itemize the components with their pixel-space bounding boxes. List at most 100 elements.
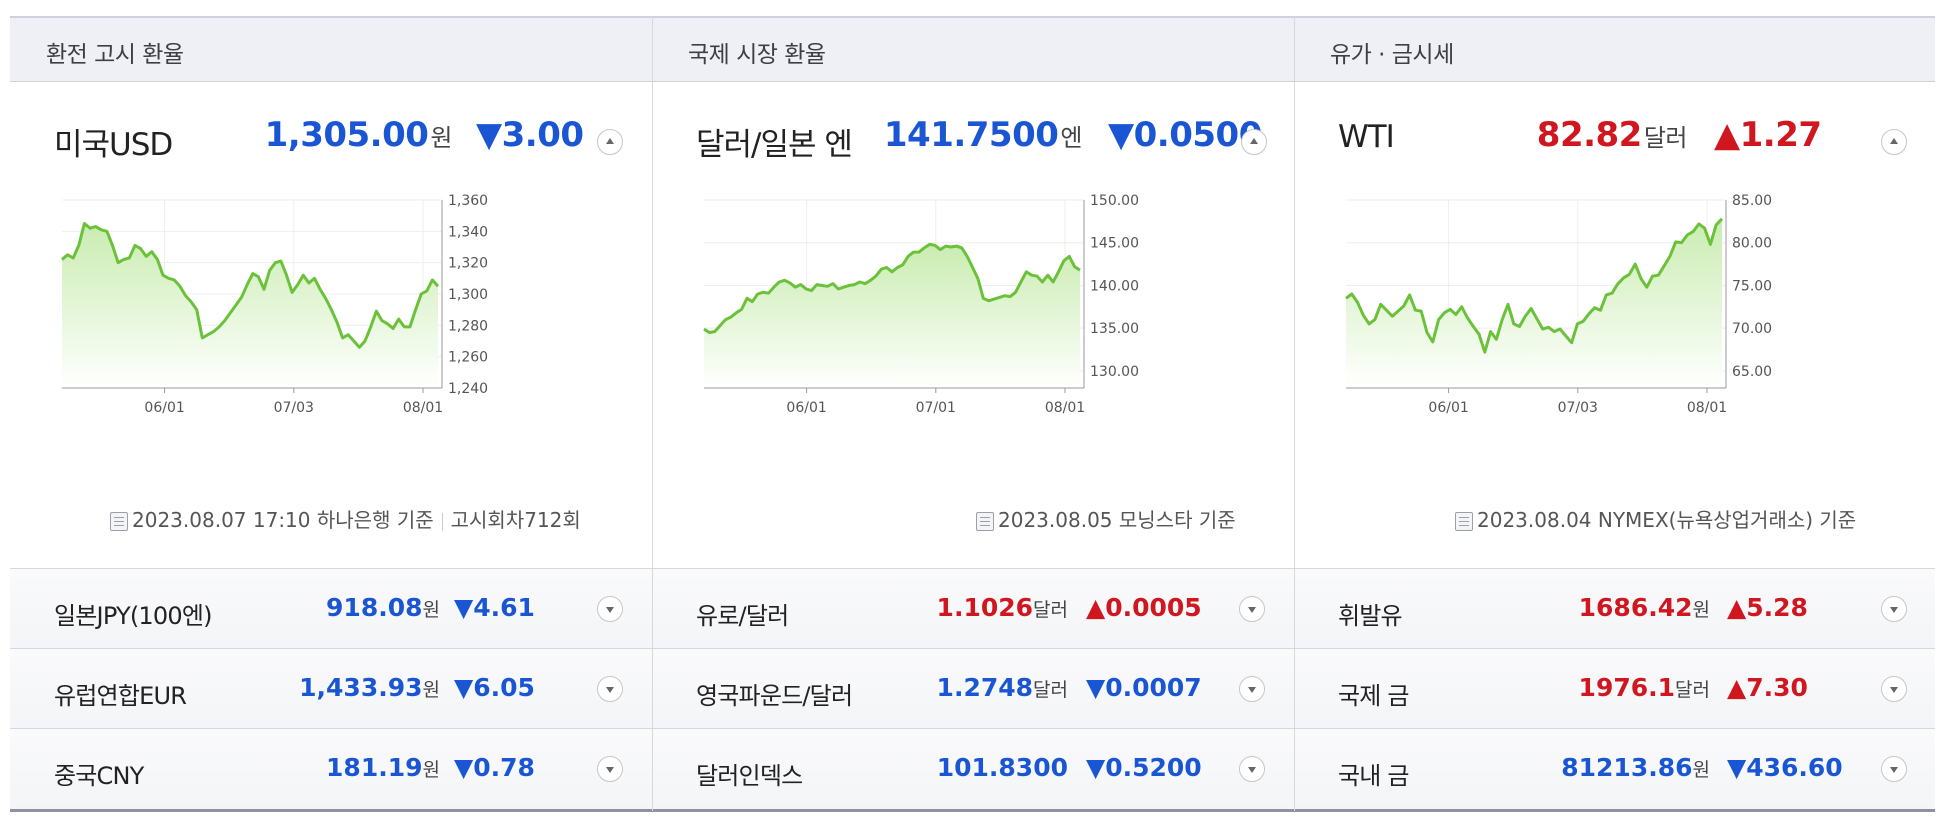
chart-area-fill: [62, 223, 438, 388]
row-name: 중국CNY: [54, 762, 144, 790]
row-domestic-gold[interactable]: 국내 금 81213.86원 ▼436.60: [1294, 728, 1935, 812]
row-change: ▼6.05: [454, 673, 535, 702]
main-rate-name-wti[interactable]: WTI: [1338, 119, 1395, 155]
row-intl-gold[interactable]: 국제 금 1976.1달러 ▲7.30: [1294, 648, 1935, 728]
rate-chart: 85.00 80.00 75.00 70.00 65.00 06/01 07/03 08/01: [1345, 193, 1772, 416]
expand-chart-icon[interactable]: [1239, 596, 1265, 622]
main-rate-unit: 원: [430, 124, 452, 152]
x-tick-label: 06/01: [786, 400, 826, 416]
y-tick-label: 85.00: [1732, 193, 1772, 209]
main-rate-value: 1,305.00원: [265, 115, 453, 155]
row-unit: 원: [422, 679, 440, 701]
y-tick-label: 150.00: [1090, 193, 1139, 209]
document-icon: [976, 512, 994, 531]
main-rate-number: 82.82: [1536, 115, 1643, 155]
chart-series-line: [703, 242, 1081, 334]
expand-chart-icon[interactable]: [1881, 756, 1907, 782]
chart-series-line: [61, 222, 440, 349]
collapse-chart-icon[interactable]: [1881, 129, 1907, 155]
expand-chart-icon[interactable]: [597, 756, 623, 782]
row-unit: 원: [1692, 759, 1710, 781]
x-tick-label: 07/01: [916, 400, 956, 416]
row-name: 달러인덱스: [696, 762, 803, 790]
y-tick-label: 80.00: [1732, 236, 1772, 252]
row-gbpusd[interactable]: 영국파운드/달러 1.2748달러 ▼0.0007: [652, 648, 1294, 728]
row-unit: 원: [1692, 599, 1710, 621]
row-name: 휘발유: [1338, 602, 1403, 630]
y-tick-label: 1,260: [448, 350, 488, 366]
y-tick-label: 75.00: [1732, 278, 1772, 294]
row-value: 101.8300: [937, 753, 1068, 782]
expand-chart-icon[interactable]: [1881, 596, 1907, 622]
x-tick-label: 08/01: [1687, 400, 1727, 416]
row-dollar-index[interactable]: 달러인덱스 101.8300 ▼0.5200: [652, 728, 1294, 812]
x-tick-label: 08/01: [403, 400, 443, 416]
chart-area-fill: [704, 244, 1080, 388]
row-value: 918.08원: [326, 593, 440, 622]
row-name: 영국파운드/달러: [696, 682, 853, 710]
rate-chart: 1,360 1,340 1,320 1,300 1,280 1,260 1,240 06/01…: [61, 193, 488, 416]
row-eur[interactable]: 유럽연합EUR 1,433.93원 ▼6.05: [10, 648, 652, 728]
chart-series-line: [1345, 217, 1724, 354]
source-date: 2023.08.04 NYMEX(뉴욕상업거래소) 기준: [1477, 508, 1857, 532]
section-header[interactable]: 환전 고시 환율: [10, 16, 652, 82]
document-icon: [1455, 512, 1473, 531]
column-divider: [1294, 16, 1295, 811]
chart-source-note: 2023.08.05 모닝스타 기준: [976, 504, 1236, 533]
row-gasoline[interactable]: 휘발유 1686.42원 ▲5.28: [1294, 568, 1935, 648]
row-change: ▼4.61: [454, 593, 535, 622]
row-change: ▲5.28: [1727, 593, 1808, 622]
row-value: 1,433.93원: [299, 673, 440, 702]
expand-chart-icon[interactable]: [1881, 676, 1907, 702]
chart-source-note: 2023.08.04 NYMEX(뉴욕상업거래소) 기준: [1455, 504, 1856, 533]
main-rate-change: ▲1.27: [1714, 115, 1822, 155]
section-header[interactable]: 국제 시장 환율: [652, 16, 1294, 82]
row-change: ▼0.0007: [1086, 673, 1202, 702]
notice-round: 고시회차712회: [450, 508, 581, 532]
row-change: ▲7.30: [1727, 673, 1808, 702]
y-tick-label: 1,240: [448, 381, 488, 397]
row-number: 181.19: [326, 753, 423, 782]
row-change: ▼0.78: [454, 753, 535, 782]
row-unit: 달러: [1033, 599, 1068, 621]
main-rate-change: ▼3.00: [476, 115, 584, 155]
section-header[interactable]: 유가 · 금시세: [1294, 16, 1935, 82]
section-title: 유가 · 금시세: [1330, 42, 1454, 68]
source-date: 2023.08.07 17:10 하나은행 기준: [132, 508, 434, 532]
main-rate-name-usd-jpy[interactable]: 달러/일본 엔: [696, 127, 853, 163]
row-name: 국제 금: [1338, 682, 1409, 710]
rate-list: 유로/달러 1.1026달러 ▲0.0005 영국파운드/달러 1.2748달러 ▼0.0…: [652, 568, 1294, 812]
row-jpy[interactable]: 일본JPY(100엔) 918.08원 ▼4.61: [10, 568, 652, 648]
row-value: 1.2748달러: [937, 673, 1068, 702]
y-tick-label: 140.00: [1090, 278, 1139, 294]
expand-chart-icon[interactable]: [597, 596, 623, 622]
x-tick-label: 06/01: [1428, 400, 1468, 416]
y-tick-label: 1,340: [448, 224, 488, 240]
row-eurusd[interactable]: 유로/달러 1.1026달러 ▲0.0005: [652, 568, 1294, 648]
section-title: 국제 시장 환율: [688, 42, 826, 68]
x-tick-label: 07/03: [274, 400, 314, 416]
expand-chart-icon[interactable]: [1239, 676, 1265, 702]
row-change: ▼436.60: [1727, 753, 1843, 782]
expand-chart-icon[interactable]: [1239, 756, 1265, 782]
row-number: 1976.1: [1578, 673, 1676, 702]
row-change: ▼0.5200: [1086, 753, 1202, 782]
row-value: 1686.42원: [1579, 593, 1710, 622]
expand-chart-icon[interactable]: [597, 676, 623, 702]
y-tick-label: 1,300: [448, 287, 488, 303]
main-rate-name-usd[interactable]: 미국USD: [54, 127, 173, 163]
row-number: 81213.86: [1561, 753, 1693, 782]
main-rate-value: 141.7500엔: [884, 115, 1083, 155]
document-icon: [110, 512, 128, 531]
row-value: 1976.1달러: [1579, 673, 1710, 702]
y-tick-label: 145.00: [1090, 236, 1139, 252]
collapse-chart-icon[interactable]: [1241, 129, 1267, 155]
x-tick-label: 06/01: [144, 400, 184, 416]
rate-list: 휘발유 1686.42원 ▲5.28 국제 금 1976.1달러 ▲7.30 국내 금 812…: [1294, 568, 1935, 812]
row-number: 1,433.93: [299, 673, 423, 702]
y-tick-label: 1,360: [448, 193, 488, 209]
row-number: 101.8300: [936, 753, 1068, 782]
row-cny[interactable]: 중국CNY 181.19원 ▼0.78: [10, 728, 652, 812]
collapse-chart-icon[interactable]: [597, 129, 623, 155]
chart-area-fill: [1346, 218, 1722, 388]
